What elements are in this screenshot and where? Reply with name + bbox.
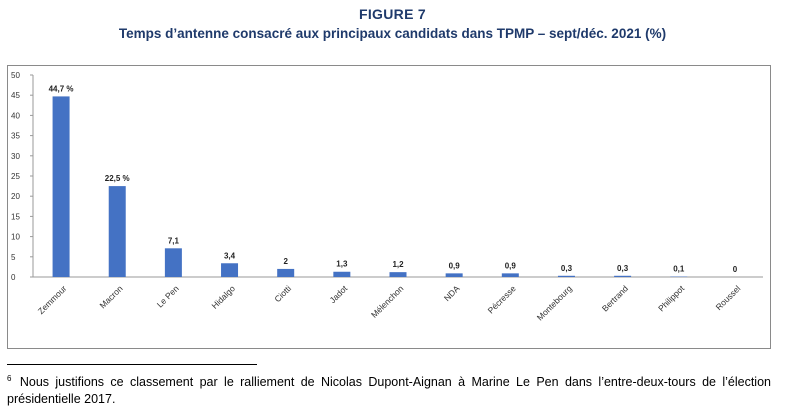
- footnote-text: Nous justifions ce classement par le ral…: [7, 375, 771, 406]
- y-tick-label: 0: [11, 273, 16, 282]
- category-label: Macron: [98, 283, 125, 310]
- bar: [333, 271, 351, 277]
- y-tick-label: 45: [11, 91, 20, 100]
- data-label: 22,5 %: [105, 174, 130, 183]
- data-label: 7,1: [168, 236, 180, 245]
- chart-title: Temps d’antenne consacré aux principaux …: [118, 26, 667, 41]
- y-tick-label: 25: [11, 172, 20, 181]
- data-label: 0,1: [673, 265, 685, 274]
- footnote-rule: [7, 364, 257, 365]
- y-tick-label: 10: [11, 233, 20, 242]
- figure-label: FIGURE 7: [359, 6, 426, 22]
- data-label: 0,3: [617, 264, 629, 273]
- bar: [614, 275, 632, 277]
- bar: [389, 272, 407, 277]
- y-tick-label: 15: [11, 212, 20, 221]
- category-label: Hidalgo: [209, 283, 237, 311]
- data-label: 0,3: [561, 264, 573, 273]
- y-tick-label: 20: [11, 192, 20, 201]
- bar: [52, 96, 70, 277]
- data-label: 44,7 %: [49, 84, 74, 93]
- y-tick-label: 30: [11, 152, 20, 161]
- bar: [277, 268, 295, 277]
- bar: [445, 273, 463, 277]
- category-label: Philippot: [656, 283, 687, 314]
- bar: [164, 248, 182, 277]
- data-label: 2: [283, 257, 288, 266]
- bar: [108, 186, 126, 277]
- category-label: Zemmour: [36, 283, 69, 316]
- footnote: 6 Nous justifions ce classement par le r…: [7, 370, 771, 408]
- data-label: 0,9: [449, 261, 461, 270]
- y-tick-label: 35: [11, 132, 20, 141]
- y-tick-label: 40: [11, 111, 20, 120]
- category-label: Ciotti: [272, 283, 293, 304]
- y-tick-label: 50: [11, 71, 20, 80]
- bar: [557, 275, 575, 277]
- data-label: 0: [733, 265, 738, 274]
- category-label: Roussel: [714, 283, 743, 312]
- bar: [221, 263, 239, 277]
- category-label: Bertrand: [600, 283, 630, 313]
- category-label: NDA: [442, 283, 462, 303]
- y-tick-label: 5: [11, 253, 16, 262]
- data-label: 3,4: [224, 251, 236, 260]
- data-label: 1,2: [392, 260, 404, 269]
- category-label: Le Pen: [155, 283, 181, 309]
- data-label: 0,9: [505, 261, 517, 270]
- bar: [501, 273, 519, 277]
- footnote-marker: 6: [7, 374, 12, 383]
- category-label: Jadot: [327, 283, 349, 305]
- category-label: Mélenchon: [369, 283, 406, 320]
- category-label: Montebourg: [535, 283, 574, 322]
- data-label: 1,3: [336, 260, 348, 269]
- category-label: Pécresse: [486, 283, 518, 315]
- chart-frame: [7, 65, 771, 349]
